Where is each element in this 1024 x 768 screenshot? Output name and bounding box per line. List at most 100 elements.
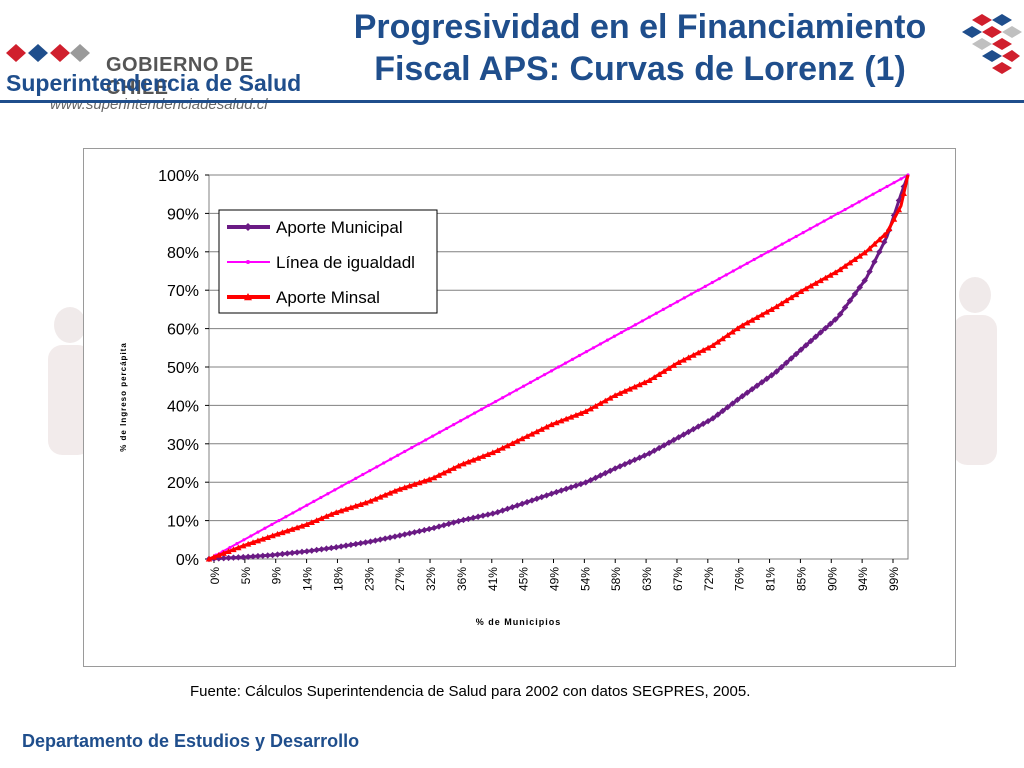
series-aporte-municipal-point [758, 379, 766, 386]
series-l-nea-de-igualdadl-point [892, 181, 896, 185]
series-aporte-municipal-point [881, 238, 888, 246]
series-aporte-municipal-point [763, 375, 771, 382]
series-aporte-minsal-point [357, 501, 364, 507]
series-aporte-municipal-point [558, 487, 565, 494]
series-l-nea-de-igualdadl-point [326, 492, 330, 496]
series-aporte-minsal-point [558, 417, 565, 424]
y-tick-label: 50% [167, 360, 199, 377]
series-aporte-minsal-point [264, 534, 271, 540]
x-tick-label: 90% [825, 567, 839, 591]
series-aporte-minsal-point [695, 349, 702, 356]
series-aporte-minsal-point [768, 306, 775, 312]
series-l-nea-de-igualdadl-point [305, 503, 309, 507]
series-l-nea-de-igualdadl-point [563, 361, 568, 365]
y-tick-label: 100% [158, 168, 199, 185]
series-aporte-municipal-point [846, 297, 854, 304]
series-aporte-minsal-point [641, 379, 648, 386]
series-l-nea-de-igualdadl-point [438, 430, 442, 434]
y-tick-label: 60% [167, 322, 199, 339]
series-l-nea-de-igualdadl-point [459, 419, 463, 423]
series-aporte-minsal-point [333, 509, 340, 516]
series-aporte-minsal-point [851, 256, 859, 263]
series-aporte-municipal-point [636, 454, 643, 461]
series-aporte-minsal-point [298, 522, 306, 529]
x-tick-label: 81% [764, 567, 778, 591]
series-aporte-municipal-point [259, 552, 267, 559]
page-title-line-2: Fiscal APS: Curvas de Lorenz (1) [374, 50, 906, 88]
series-aporte-municipal-point [602, 469, 609, 477]
series-l-nea-de-igualdadl-point [689, 292, 693, 296]
series-aporte-minsal-point [881, 231, 888, 238]
series-aporte-municipal-point [655, 444, 663, 452]
series-l-nea-de-igualdadl-point [424, 438, 428, 442]
series-aporte-minsal-point [797, 288, 805, 295]
series-aporte-municipal-point [607, 467, 614, 474]
series-l-nea-de-igualdadl-point [850, 204, 854, 208]
series-aporte-minsal-point [489, 449, 496, 456]
y-tick-label: 80% [167, 245, 199, 262]
series-aporte-municipal-point [812, 333, 819, 340]
series-aporte-minsal-point [699, 347, 707, 353]
legend-label: Línea de igualdadl [276, 253, 415, 272]
series-aporte-municipal-point [582, 479, 589, 486]
series-aporte-minsal-point [396, 485, 404, 492]
series-aporte-municipal-point [421, 526, 428, 534]
series-aporte-minsal-point [714, 338, 722, 345]
series-aporte-municipal-point [817, 329, 824, 336]
series-l-nea-de-igualdadl-point [633, 323, 637, 327]
series-aporte-minsal-point [773, 303, 780, 310]
series-aporte-municipal-point [450, 519, 457, 526]
series-aporte-minsal-point [876, 236, 883, 243]
series-aporte-municipal-point [724, 404, 731, 411]
series-aporte-municipal-point [778, 363, 785, 371]
lorenz-chart-svg: 0% 10% 20% 30% 40% 50% 60% 70% 80% 90% 100% 0% 5% 9% 1… [119, 168, 910, 627]
series-l-nea-de-igualdadl-point [598, 342, 603, 346]
series-aporte-minsal-point [802, 285, 810, 292]
series-aporte-municipal-point [641, 452, 648, 459]
series-l-nea-de-igualdadl-point [745, 261, 749, 265]
series-aporte-minsal-point [528, 430, 536, 437]
series-aporte-minsal-point [582, 408, 589, 414]
series-aporte-minsal-point [518, 435, 526, 442]
series-l-nea-de-igualdadl-point [249, 534, 253, 538]
x-tick-label: 49% [548, 567, 562, 591]
series-aporte-minsal-point [235, 544, 242, 551]
series-l-nea-de-igualdadl-point [284, 515, 288, 519]
source-note: Fuente: Cálculos Superintendencia de Sal… [190, 683, 751, 700]
series-aporte-minsal-point [734, 325, 741, 332]
series-aporte-municipal-point [773, 368, 780, 375]
series-aporte-municipal-point [509, 503, 516, 511]
series-aporte-minsal-point [386, 489, 394, 496]
x-tick-label: 85% [794, 567, 808, 591]
series-aporte-municipal-point [592, 474, 599, 482]
series-l-nea-de-igualdadl-point [570, 357, 575, 361]
series-aporte-minsal-point [425, 476, 433, 483]
series-l-nea-de-igualdadl-point [682, 296, 686, 300]
series-l-nea-de-igualdadl-point [333, 488, 337, 492]
series-aporte-municipal-point [876, 248, 883, 256]
series-l-nea-de-igualdadl-point [396, 453, 400, 457]
series-aporte-minsal-point [230, 546, 237, 553]
series-aporte-minsal-point [763, 308, 771, 315]
website-url: www.superintendenciadesalud.cl [50, 96, 268, 113]
series-aporte-minsal-point [240, 542, 247, 549]
series-aporte-municipal-point [797, 346, 805, 353]
series-aporte-minsal-point [323, 513, 330, 519]
series-aporte-minsal-point [680, 356, 687, 363]
series-aporte-minsal-point [616, 390, 624, 396]
series-aporte-minsal-point [533, 428, 541, 435]
series-aporte-minsal-point [269, 532, 276, 539]
series-aporte-minsal-point [254, 537, 262, 544]
x-tick-label: 76% [733, 567, 747, 591]
series-l-nea-de-igualdadl-point [480, 407, 484, 411]
x-tick-label: 0% [208, 567, 222, 585]
logo-diamonds-icon [6, 44, 90, 62]
series-l-nea-de-igualdadl-point [347, 480, 351, 484]
background-figure-right [953, 277, 997, 465]
series-l-nea-de-igualdadl-point [473, 411, 477, 415]
series-l-nea-de-igualdadl-point [668, 303, 672, 308]
series-aporte-municipal-point [616, 463, 624, 470]
series-aporte-minsal-point [792, 291, 800, 298]
series-l-nea-de-igualdadl-point [815, 223, 819, 227]
series-aporte-minsal-point [352, 502, 359, 509]
